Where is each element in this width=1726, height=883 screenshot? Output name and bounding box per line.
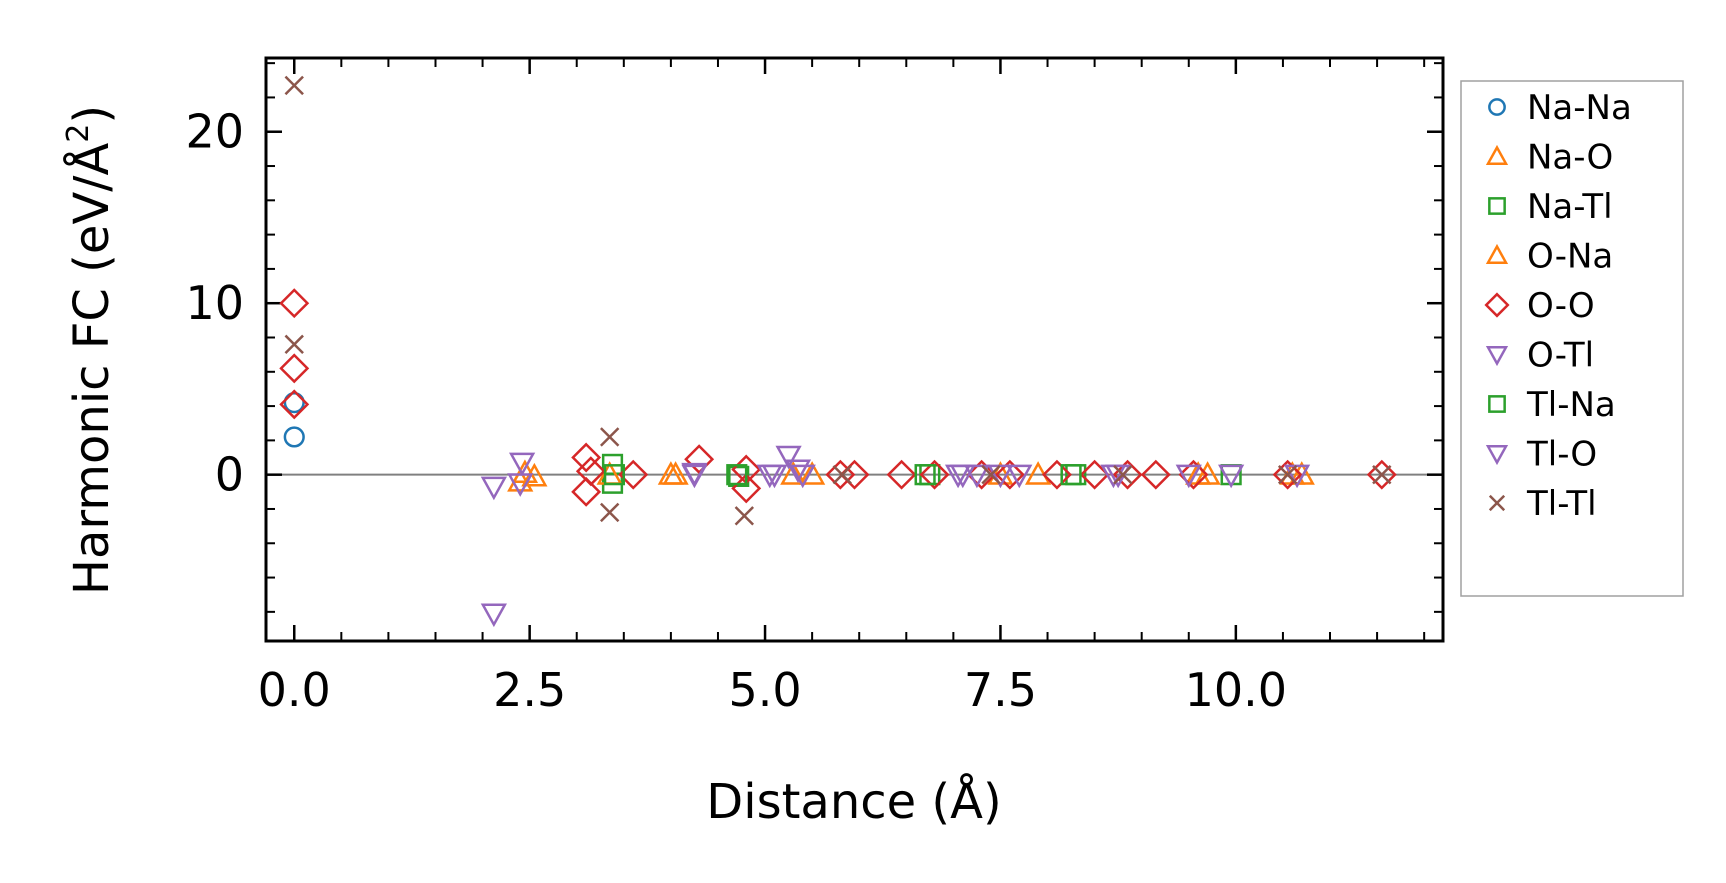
data-point [832, 464, 852, 485]
y-axis-title-main: Harmonic FC (eV/Å [63, 143, 120, 596]
legend-label: Na-Na [1527, 88, 1632, 128]
data-point [284, 75, 304, 96]
legend-marker [1485, 243, 1509, 264]
data-point [1372, 464, 1392, 485]
legend-marker [1485, 346, 1509, 367]
data-point [662, 461, 689, 485]
data-point [987, 464, 1014, 489]
data-point [775, 445, 802, 470]
legend-label: Tl-Tl [1526, 484, 1597, 524]
data-point [784, 459, 812, 484]
data-point [575, 456, 606, 487]
data-point [279, 353, 310, 384]
data-point [981, 464, 1001, 485]
legend-label: O-Na [1527, 237, 1613, 277]
data-point [1175, 464, 1202, 489]
y-axis-title: Harmonic FC (eV/Å2) [61, 105, 120, 595]
data-point [571, 476, 602, 507]
y-axis-title-close: ) [64, 105, 120, 124]
legend-marker [1488, 98, 1506, 116]
data-point [1113, 464, 1133, 485]
data-point [684, 444, 715, 475]
legend-label: Tl-Na [1526, 385, 1616, 425]
legend-marker [1485, 144, 1509, 165]
data-point [600, 427, 620, 447]
data-point [507, 473, 534, 497]
data-point [1041, 459, 1072, 490]
data-point [571, 442, 602, 473]
x-tick-label: 5.0 [728, 663, 801, 717]
data-point [726, 464, 748, 486]
data-point [1194, 461, 1221, 485]
data-point [734, 506, 755, 526]
legend-label: O-Tl [1527, 336, 1594, 376]
data-point [886, 459, 917, 490]
series-tl-tl [284, 75, 1392, 526]
data-point [1140, 459, 1171, 490]
legend-label: Tl-O [1526, 435, 1597, 475]
legend-marker [1488, 197, 1506, 215]
y-axis-title-superscript: 2 [61, 124, 96, 143]
data-point [994, 459, 1025, 490]
data-point [480, 603, 507, 628]
data-point [919, 459, 950, 490]
y-tick-label: 0 [215, 448, 244, 502]
x-tick-label: 7.5 [964, 663, 1037, 717]
data-point [1060, 464, 1082, 486]
data-point [963, 464, 991, 489]
data-point [681, 464, 708, 489]
x-tick-label: 10.0 [1185, 663, 1287, 717]
series-na-na [283, 392, 305, 448]
data-point [1366, 459, 1397, 490]
data-point [1277, 464, 1298, 485]
data-point [603, 464, 625, 486]
data-point [1283, 464, 1311, 489]
data-point [283, 392, 305, 414]
data-point [480, 476, 507, 501]
series-tl-na [603, 464, 1082, 486]
data-point [1272, 459, 1303, 490]
data-point [966, 459, 997, 490]
data-point [761, 464, 788, 489]
data-point [1079, 459, 1110, 490]
data-point [949, 464, 976, 489]
legend-marker [1488, 395, 1506, 413]
data-point [283, 426, 305, 448]
data-point [600, 502, 620, 523]
data-point [780, 461, 807, 485]
data-point [914, 464, 936, 486]
data-point [511, 459, 539, 484]
data-point [279, 288, 310, 319]
data-point [789, 464, 816, 489]
tick-labels: 0.0 2.5 5.0 7.5 10.0 0 10 20 [185, 105, 1287, 717]
legend-marker [1485, 445, 1509, 466]
series-o-o [279, 288, 1397, 507]
data-point [1006, 464, 1033, 489]
legend: Na-Na Na-O Na-Tl O-Na O-O O-Tl Tl-Na Tl-O Tl-Tl [1460, 80, 1684, 597]
series-tl-o [480, 464, 1202, 628]
x-axis-title: Distance (Å) [706, 773, 1001, 830]
data-point [1218, 464, 1245, 489]
data-point [279, 389, 310, 420]
legend-box [1460, 80, 1684, 597]
legend-label: Na-O [1527, 138, 1613, 178]
data-point [284, 334, 304, 355]
legend-label: Na-Tl [1527, 187, 1613, 227]
data-points [279, 75, 1397, 628]
data-point [508, 452, 536, 477]
y-tick-label: 10 [185, 276, 244, 330]
legend-marker [1484, 292, 1510, 318]
x-tick-label: 0.0 [258, 663, 331, 717]
x-tick-label: 2.5 [493, 663, 566, 717]
data-point [799, 461, 826, 485]
legend-label: O-O [1527, 286, 1595, 326]
axis-ticks [266, 58, 1443, 641]
legend-marker [1488, 494, 1506, 512]
data-point [1178, 459, 1209, 490]
data-point [825, 459, 856, 490]
y-tick-label: 20 [185, 105, 244, 159]
plot-frame [264, 56, 1445, 643]
